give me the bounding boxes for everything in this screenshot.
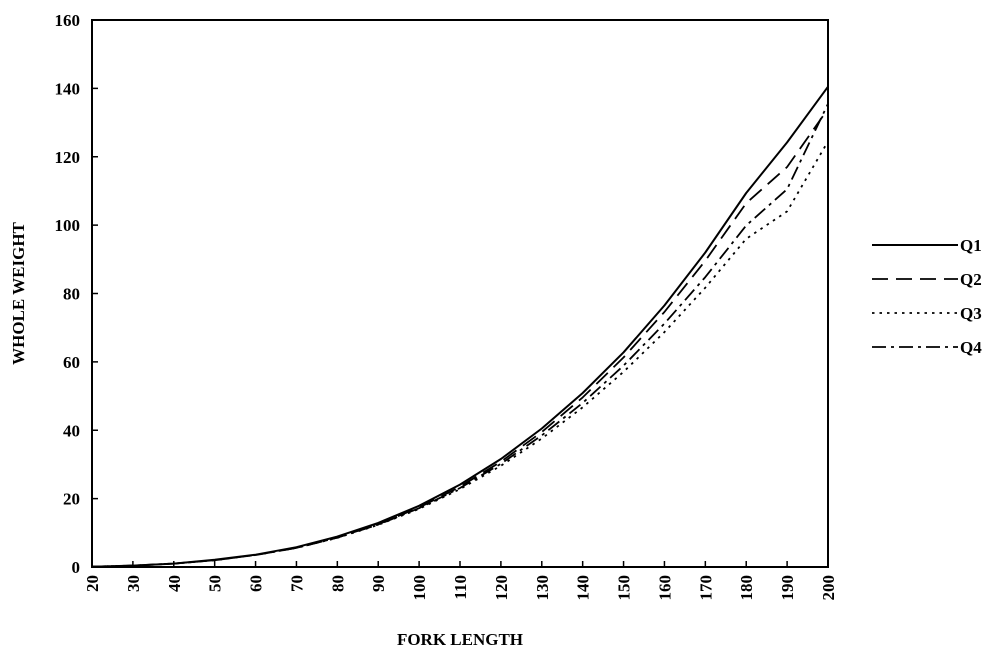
x-tick-label: 50 <box>206 575 225 592</box>
y-tick-label: 20 <box>63 490 80 509</box>
legend: Q1 Q2 Q3 Q4 <box>872 236 982 357</box>
x-tick-label: 30 <box>124 575 143 592</box>
series-line-q3 <box>91 140 829 568</box>
y-tick-label: 0 <box>72 558 81 577</box>
x-tick-label: 150 <box>615 575 634 601</box>
legend-label-q1: Q1 <box>960 236 982 255</box>
x-tick-label: 70 <box>287 575 306 592</box>
x-tick-label: 120 <box>492 575 511 601</box>
x-tick-label: 80 <box>328 575 347 592</box>
y-tick-label: 160 <box>55 11 81 30</box>
x-axis-title: FORK LENGTH <box>397 630 523 649</box>
x-tick-label: 180 <box>737 575 756 601</box>
series-line-q1 <box>91 86 829 568</box>
x-axis-ticks: 20 30 40 50 60 70 80 90 100 110 120 130 140 150 160 170… <box>83 561 838 601</box>
series-lines <box>91 86 829 568</box>
x-tick-label: 90 <box>369 575 388 592</box>
y-tick-label: 60 <box>63 353 80 372</box>
y-tick-label: 140 <box>55 79 81 98</box>
y-axis-title: WHOLE WEIGHT <box>9 221 28 364</box>
series-line-q2 <box>91 108 829 568</box>
x-tick-label: 170 <box>696 575 715 601</box>
x-tick-label: 130 <box>533 575 552 601</box>
x-tick-label: 100 <box>410 575 429 601</box>
legend-label-q4: Q4 <box>960 338 982 357</box>
legend-label-q3: Q3 <box>960 304 982 323</box>
x-tick-label: 190 <box>778 575 797 601</box>
x-tick-label: 60 <box>247 575 266 592</box>
y-tick-label: 120 <box>55 148 81 167</box>
y-tick-label: 40 <box>63 421 80 440</box>
x-tick-label: 20 <box>83 575 102 592</box>
series-line-q4 <box>91 103 829 568</box>
x-tick-label: 200 <box>819 575 838 601</box>
x-tick-label: 40 <box>165 575 184 592</box>
x-tick-label: 110 <box>451 575 470 600</box>
x-tick-label: 140 <box>574 575 593 601</box>
y-tick-label: 80 <box>63 285 80 304</box>
y-axis-ticks: 0 20 40 60 80 100 120 140 160 <box>55 11 98 577</box>
x-tick-label: 160 <box>655 575 674 601</box>
legend-label-q2: Q2 <box>960 270 982 289</box>
y-tick-label: 100 <box>55 216 81 235</box>
